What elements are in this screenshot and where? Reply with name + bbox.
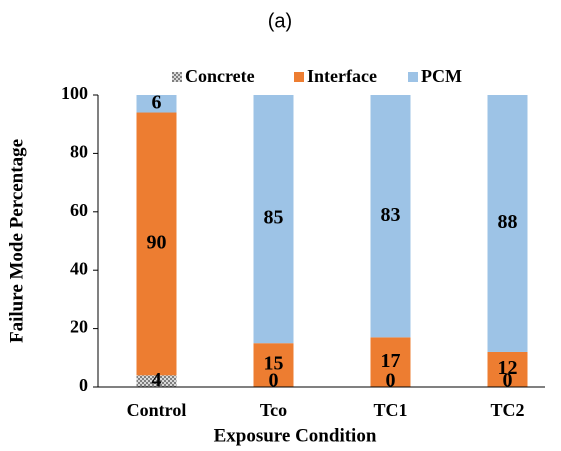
legend-label: PCM xyxy=(421,66,462,86)
data-label: 0 xyxy=(503,370,513,392)
bar-segment xyxy=(136,112,177,376)
data-label: 0 xyxy=(269,370,279,392)
y-tick-label: 40 xyxy=(70,258,88,278)
x-axis-label: Exposure Condition xyxy=(214,425,377,446)
y-tick-label: 0 xyxy=(79,375,88,395)
bar-segment xyxy=(136,95,177,113)
x-tick-label: Control xyxy=(127,400,187,420)
bar-segment xyxy=(136,375,177,387)
y-tick-label: 100 xyxy=(61,83,88,103)
data-label: 17 xyxy=(381,350,401,372)
legend-swatch xyxy=(294,72,304,82)
bar-segment xyxy=(253,343,294,387)
y-tick-label: 80 xyxy=(70,142,88,162)
data-label: 6 xyxy=(152,91,162,113)
legend-swatch xyxy=(408,72,418,82)
bar-segment xyxy=(487,95,528,352)
bar-segment xyxy=(370,337,411,387)
data-label: 4 xyxy=(152,369,162,391)
x-tick-label: TC1 xyxy=(373,400,407,420)
x-tick-label: TC2 xyxy=(490,400,524,420)
bar-segment xyxy=(487,351,528,387)
data-label: 12 xyxy=(498,357,518,379)
y-tick-label: 20 xyxy=(70,317,88,337)
data-label: 85 xyxy=(264,207,284,229)
data-label: 88 xyxy=(498,211,518,233)
legend-label: Concrete xyxy=(185,66,255,86)
legend-swatch xyxy=(172,72,182,82)
data-label: 90 xyxy=(147,232,167,254)
y-tick-label: 60 xyxy=(70,200,88,220)
bar-segment xyxy=(253,95,294,344)
data-label: 83 xyxy=(381,204,401,226)
x-tick-label: Tco xyxy=(260,400,287,420)
y-axis-label: Failure Mode Percentage xyxy=(6,139,27,343)
bar-segment xyxy=(370,95,411,338)
chart-title: (a) xyxy=(268,10,292,32)
legend-label: Interface xyxy=(307,66,377,86)
data-label: 0 xyxy=(386,370,396,392)
data-label: 15 xyxy=(264,353,284,375)
